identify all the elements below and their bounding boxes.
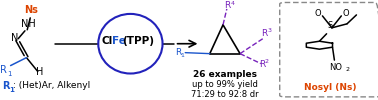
Text: R: R <box>2 81 9 91</box>
Text: N: N <box>11 33 18 43</box>
Text: (TPP): (TPP) <box>122 36 154 46</box>
Text: 1: 1 <box>7 71 11 77</box>
Text: R: R <box>175 48 181 57</box>
Text: H: H <box>36 67 43 77</box>
Text: 2: 2 <box>265 59 269 64</box>
Text: NO: NO <box>330 63 342 72</box>
Text: 1: 1 <box>181 53 184 58</box>
Text: O: O <box>314 9 321 18</box>
Text: 1: 1 <box>9 87 14 93</box>
Text: 3: 3 <box>268 28 272 33</box>
Text: NH: NH <box>21 19 36 29</box>
Text: R: R <box>259 60 265 69</box>
Text: 26 examples: 26 examples <box>193 70 257 78</box>
Text: S: S <box>327 21 333 30</box>
Text: 71:29 to 92:8 dr: 71:29 to 92:8 dr <box>191 90 259 99</box>
Text: R: R <box>262 29 268 38</box>
Text: Ns: Ns <box>24 5 38 15</box>
Text: 2: 2 <box>346 67 350 72</box>
Text: Cl: Cl <box>101 36 113 46</box>
Text: 4: 4 <box>230 1 234 6</box>
Text: up to 99% yield: up to 99% yield <box>192 80 258 89</box>
Text: : (Het)Ar, Alkenyl: : (Het)Ar, Alkenyl <box>13 81 90 90</box>
Text: R: R <box>0 65 7 75</box>
Text: O: O <box>343 9 350 18</box>
Text: R: R <box>224 2 231 10</box>
Text: Nosyl (Ns): Nosyl (Ns) <box>304 83 356 92</box>
Text: Fe: Fe <box>112 36 125 46</box>
